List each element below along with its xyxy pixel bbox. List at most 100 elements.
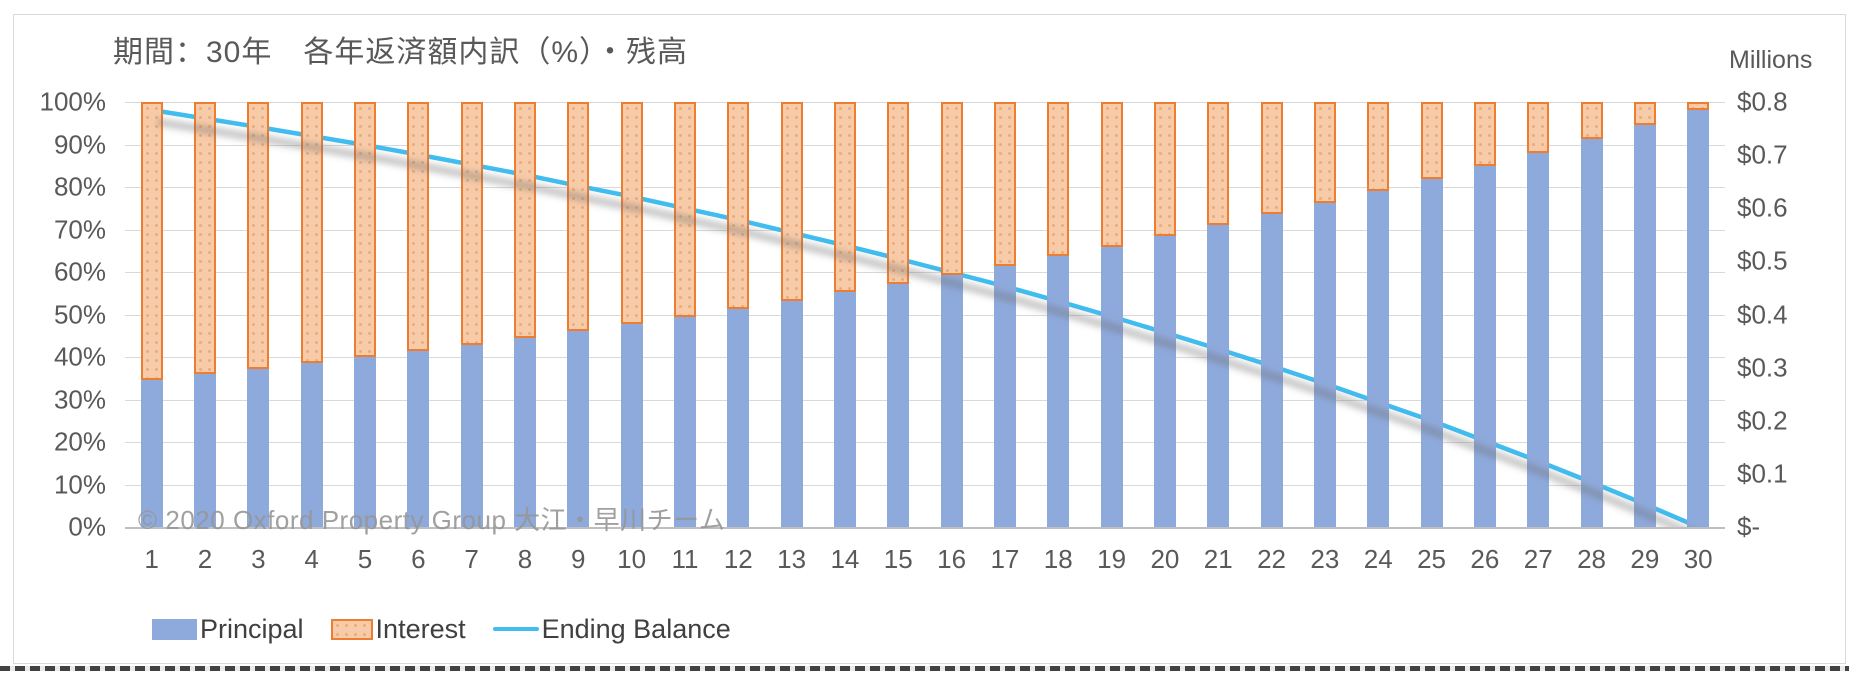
right-axis-tick-label: $0.7 [1737,139,1788,170]
right-axis-labels: $0.8 $0.7 $0.6 $0.5 $0.4 $0.3 $0.2 $0.1 $- [1737,87,1847,542]
bar-year-21 [1192,102,1245,527]
principal-segment [833,292,856,527]
legend-item-principal: Principal [152,614,304,645]
x-axis-tick-label: 23 [1310,544,1340,574]
legend-label-interest: Interest [375,613,466,644]
principal-segment [1687,110,1710,527]
interest-segment [1313,102,1336,203]
left-axis-tick-label: 20% [53,426,106,457]
x-axis-tick-label: 6 [411,544,426,574]
principal-segment [1367,191,1390,527]
gridline [125,527,1725,529]
bar-year-23 [1298,102,1351,527]
interest-segment [993,102,1016,266]
principal-segment [1153,235,1176,527]
x-axis-tick-label: 1 [144,544,159,574]
chart-title: 期間：30年 各年返済額内訳（%）・残高 [113,36,689,69]
interest-segment [727,102,750,309]
interest-segment [1580,102,1603,139]
interest-segment [1687,102,1710,111]
principal-segment [993,265,1016,527]
bar-year-14 [818,102,871,527]
left-axis-tick-label: 40% [53,341,106,372]
bar-year-26 [1458,102,1511,527]
left-axis-tick-label: 50% [53,299,106,329]
legend-item-interest: Interest [330,613,466,645]
principal-segment [1633,124,1656,527]
principal-segment [1047,256,1070,527]
interest-segment [1633,102,1656,125]
principal-segment [1580,138,1603,527]
principal-swatch-icon [152,618,197,640]
x-axis-tick-label: 2 [197,544,213,574]
interest-segment [887,102,910,284]
x-axis-tick-label: 12 [723,544,753,574]
interest-segment [1153,102,1176,236]
interest-segment [673,102,696,317]
legend-label-principal: Principal [200,613,304,644]
bar-year-6 [392,102,445,527]
x-axis-tick-label: 14 [830,544,860,574]
left-axis-tick-label: 60% [53,256,106,287]
interest-segment [1527,102,1550,153]
x-axis-tick-label: 25 [1417,544,1446,574]
left-axis-tick-label: 0% [68,511,106,542]
interest-segment [1420,102,1443,179]
chart-legend: Principal Interest Ending Balance [152,610,731,648]
interest-segment [1047,102,1070,257]
x-axis-tick-label: 10 [617,544,647,574]
x-axis-labels: 1 2 3 4 5 6 7 8 9 10 11 12 13 14 15 16 17 18 19 20 21 22 23 24 2… [125,542,1725,576]
principal-segment [940,274,963,527]
bottom-dashed-edge [0,666,1849,671]
bar-year-17 [978,102,1031,527]
interest-segment [300,102,323,364]
x-axis-tick-label: 3 [251,544,266,574]
x-axis-tick-label: 15 [883,544,913,574]
bar-year-10 [605,102,658,527]
bar-year-2 [178,102,231,527]
x-axis-tick-label: 28 [1577,544,1606,574]
bar-year-25 [1405,102,1458,527]
right-axis-tick-label: $0.1 [1737,458,1788,489]
x-axis-tick-label: 9 [571,544,586,574]
right-axis-tick-label: $0.5 [1737,245,1788,276]
interest-swatch-icon [330,618,373,640]
ending-balance-line-swatch-icon [492,627,539,631]
right-axis-tick-label: $0.4 [1737,299,1788,329]
interest-segment [460,102,483,345]
bar-year-4 [285,102,338,527]
x-axis-tick-label: 7 [464,544,479,574]
plot-area [125,102,1725,529]
principal-segment [567,331,590,527]
interest-segment [353,102,376,358]
x-axis-tick-label: 18 [1043,544,1073,574]
x-axis-tick-label: 30 [1683,544,1713,574]
interest-segment [1207,102,1230,226]
left-axis-tick-label: 70% [53,214,106,244]
interest-segment [513,102,536,338]
x-axis-tick-label: 13 [777,544,807,574]
bar-year-8 [498,102,551,527]
interest-segment [940,102,963,275]
left-axis-tick-label: 80% [53,171,106,202]
principal-segment [1420,178,1443,527]
principal-segment [727,308,750,527]
bar-year-19 [1085,102,1138,527]
principal-segment [1207,225,1230,527]
x-axis-tick-label: 19 [1097,544,1127,574]
bar-year-20 [1138,102,1191,527]
interest-segment [1260,102,1283,215]
bar-year-24 [1352,102,1405,527]
x-axis-tick-label: 24 [1363,544,1393,574]
right-axis-unit-label: Millions [1729,46,1813,74]
principal-segment [1527,153,1550,527]
interest-segment [247,102,270,369]
bars-layer [125,102,1725,527]
principal-segment [1100,246,1123,527]
gridline [125,102,1725,103]
bar-year-5 [338,102,391,527]
x-axis-tick-label: 21 [1203,544,1233,574]
principal-segment [1260,214,1283,527]
x-axis-tick-label: 16 [937,544,967,574]
right-axis-tick-label: $0.3 [1737,352,1788,383]
